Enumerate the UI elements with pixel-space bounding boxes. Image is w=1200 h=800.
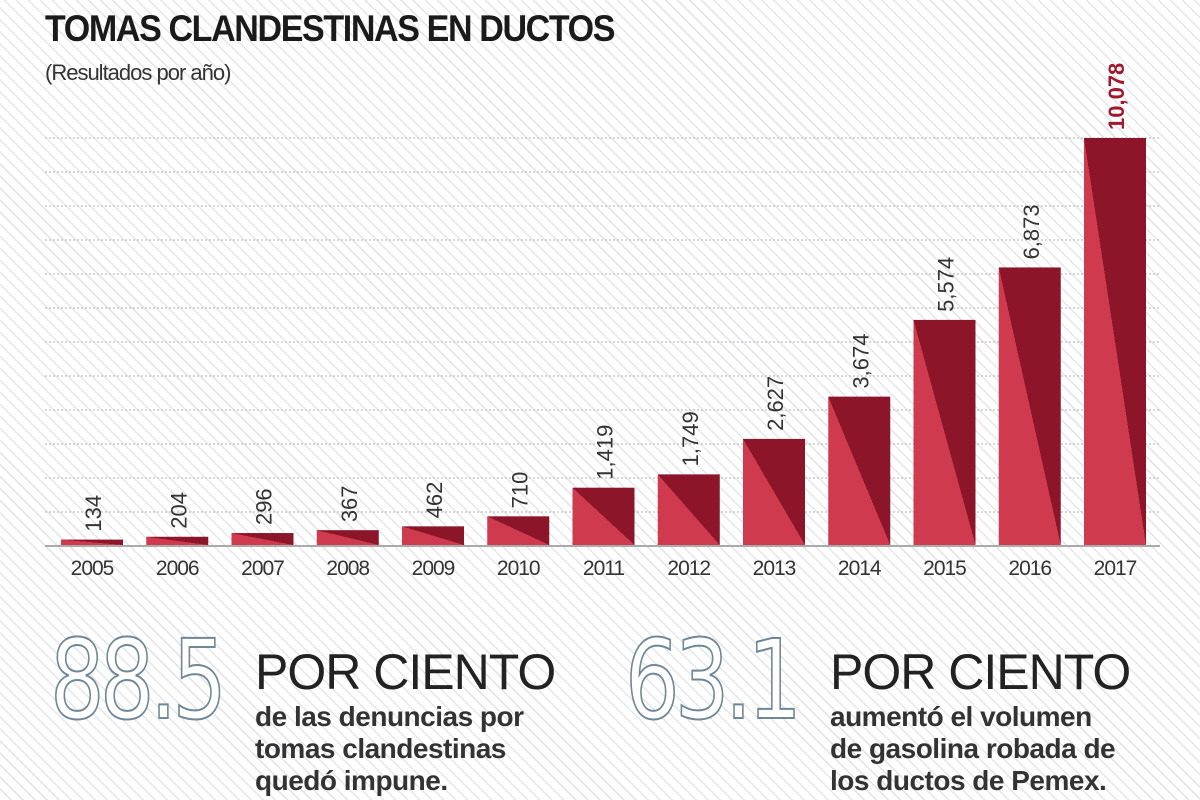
bar-chart: 134 2005 204 2006 296 2007 367 2008 462 2009 710 20… <box>45 63 1160 580</box>
value-label: 2,627 <box>763 376 788 431</box>
value-label: 367 <box>337 485 362 522</box>
year-label: 2012 <box>667 557 710 580</box>
stat-number: 88.5 <box>49 616 228 744</box>
value-label: 462 <box>422 482 447 519</box>
bar-2012 <box>657 474 720 545</box>
value-label: 710 <box>507 472 532 509</box>
year-label: 2013 <box>753 557 796 580</box>
year-label: 2008 <box>326 557 369 580</box>
bar-2013 <box>743 438 805 545</box>
bar-2015 <box>913 319 976 545</box>
value-label: 5,574 <box>934 257 959 312</box>
stat-number: 63.1 <box>624 616 803 744</box>
year-label: 2007 <box>241 557 284 580</box>
bar-2016 <box>998 267 1061 545</box>
year-label: 2009 <box>412 557 455 580</box>
bar-2007 <box>231 533 294 545</box>
bar-2005 <box>61 539 123 545</box>
stat-description: aumentó el volumen de gasolina robada de… <box>830 701 1116 796</box>
bar-2014 <box>828 396 891 545</box>
year-label: 2015 <box>923 557 966 580</box>
bar-2017 <box>1084 138 1146 545</box>
bar-2010 <box>487 516 550 545</box>
stat-headline: POR CIENTO <box>255 644 556 700</box>
chart-title: TOMAS CLANDESTINAS EN DUCTOS <box>45 8 615 49</box>
bar-2008 <box>316 530 379 545</box>
chart-subtitle: (Resultados por año) <box>45 60 231 85</box>
year-label: 2011 <box>583 557 624 580</box>
year-label: 2016 <box>1008 557 1051 580</box>
bar-2009 <box>402 526 464 545</box>
value-label: 296 <box>252 488 277 525</box>
value-label: 1,419 <box>593 425 618 480</box>
value-label: 134 <box>81 495 106 532</box>
value-label: 10,078 <box>1104 63 1129 130</box>
year-label: 2006 <box>156 557 199 580</box>
year-label: 2014 <box>838 557 882 580</box>
year-label: 2017 <box>1094 557 1137 580</box>
value-label: 204 <box>166 492 191 529</box>
bar-2011 <box>572 487 635 545</box>
stat-headline: POR CIENTO <box>830 644 1131 700</box>
stat-description: de las denuncias por tomas clandestinas … <box>255 701 524 796</box>
bar-2006 <box>146 536 209 545</box>
value-label: 6,873 <box>1019 204 1044 259</box>
year-label: 2010 <box>497 557 540 580</box>
value-label: 3,674 <box>848 334 873 389</box>
year-label: 2005 <box>71 557 114 580</box>
value-label: 1,749 <box>678 411 703 466</box>
